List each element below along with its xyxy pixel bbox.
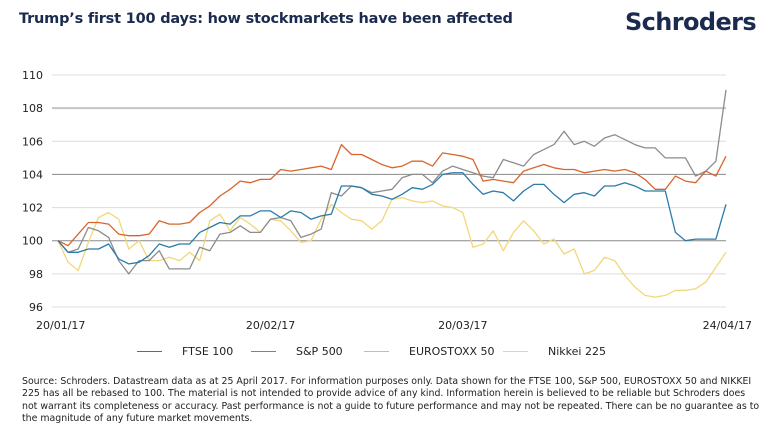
x-tick-label: 20/03/17 bbox=[438, 319, 487, 332]
y-tick-label: 96 bbox=[29, 301, 43, 314]
y-tick-label: 104 bbox=[22, 168, 43, 181]
legend-item-nikkei-225: Nikkei 225 bbox=[503, 345, 606, 358]
legend-item-eurostoxx-50: EUROSTOXX 50 bbox=[364, 345, 495, 358]
series-lines bbox=[57, 89, 727, 298]
series-line-ftse-100 bbox=[57, 172, 727, 265]
y-tick-label: 102 bbox=[22, 202, 43, 215]
legend-label-nikkei-225: Nikkei 225 bbox=[548, 345, 606, 358]
y-tick-label: 108 bbox=[22, 102, 43, 115]
y-tick-label: 98 bbox=[29, 268, 43, 281]
legend-swatch-nikkei-225 bbox=[503, 351, 528, 352]
series-line-eurostoxx-50 bbox=[57, 89, 727, 275]
source-footnote: Source: Schroders. Datastream data as at… bbox=[22, 376, 760, 424]
x-tick-label: 24/04/17 bbox=[703, 319, 752, 332]
legend-swatch-ftse-100 bbox=[137, 351, 162, 352]
schroders-logo: Schroders bbox=[625, 8, 757, 36]
x-tick-label: 20/01/17 bbox=[36, 319, 85, 332]
legend-label-eurostoxx-50: EUROSTOXX 50 bbox=[409, 345, 495, 358]
chart-title: Trump’s first 100 days: how stockmarkets… bbox=[19, 11, 513, 27]
x-axis-ticks: 20/01/17 20/02/17 20/03/17 24/04/17 bbox=[36, 319, 752, 332]
x-tick-label: 20/02/17 bbox=[246, 319, 295, 332]
legend-swatch-sp-500 bbox=[251, 351, 276, 352]
gridlines bbox=[52, 74, 726, 308]
y-tick-label: 110 bbox=[22, 69, 43, 82]
legend-swatch-eurostoxx-50 bbox=[364, 351, 389, 352]
y-tick-label: 100 bbox=[22, 235, 43, 248]
series-line-s-p-500 bbox=[57, 143, 727, 247]
legend-item-sp-500: S&P 500 bbox=[251, 345, 343, 358]
legend-label-ftse-100: FTSE 100 bbox=[182, 345, 234, 358]
series-line-nikkei-225 bbox=[57, 196, 727, 298]
legend-item-ftse-100: FTSE 100 bbox=[137, 345, 233, 358]
legend-label-sp-500: S&P 500 bbox=[296, 345, 343, 358]
legend: FTSE 100 S&P 500 EUROSTOXX 50 Nikkei 225 bbox=[0, 343, 770, 367]
y-tick-label: 106 bbox=[22, 135, 43, 148]
y-axis-ticks: 96 98 100 102 104 106 108 110 bbox=[22, 69, 43, 314]
